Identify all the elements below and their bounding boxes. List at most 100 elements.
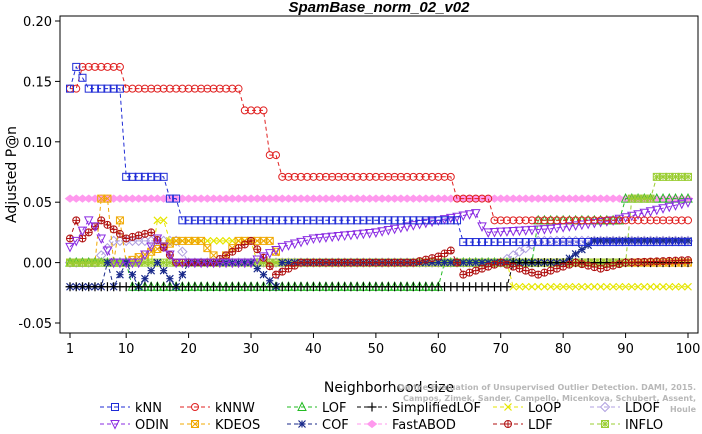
data-point [571,249,580,258]
data-point [240,258,249,267]
data-point [652,216,661,225]
data-point [671,282,680,291]
data-point [197,216,206,225]
data-point [284,258,293,267]
data-point [390,172,399,181]
data-point [90,84,99,93]
data-point [153,84,162,93]
legend-marker [504,403,512,411]
data-point [278,172,287,181]
data-point [496,216,505,225]
data-point [315,172,324,181]
data-point [595,218,606,228]
data-point [333,232,344,242]
data-point [284,172,293,181]
data-point [165,274,174,283]
data-point [134,84,143,93]
legend-item-ldof: LDOF [590,401,660,416]
data-point [446,246,455,255]
data-point [609,236,618,245]
data-point [570,221,581,232]
data-point [552,216,561,225]
data-point [534,282,543,291]
data-point [371,216,380,225]
data-point [247,216,256,225]
data-point [409,216,418,225]
data-point [665,238,674,247]
data-point [78,62,87,71]
data-point [577,238,586,247]
data-point [459,258,468,267]
data-point [465,194,474,203]
data-point [247,258,255,267]
data-point [296,216,305,225]
data-point [115,216,124,225]
data-point [71,236,82,247]
data-point [684,282,692,291]
data-point [127,258,138,269]
x-tick-label: 100 [676,342,701,357]
data-point [371,172,380,181]
data-point [222,236,230,245]
data-point [203,216,212,225]
data-point [271,246,281,256]
data-point [159,266,168,275]
legend-label: kNNW [215,401,255,416]
legend-item-ldf: LDF [493,418,553,433]
data-point [646,216,655,225]
data-point [171,258,181,269]
data-point [502,238,511,247]
data-point [471,194,480,203]
data-point [434,258,443,267]
data-point [484,258,493,267]
data-point [515,216,524,225]
data-point [658,204,668,214]
data-point [439,215,450,225]
data-point [378,172,387,181]
legend-item-inflo: INFLO [590,418,663,433]
data-point [66,84,74,93]
data-point [590,238,599,247]
data-point [147,228,156,237]
legend-marker [297,401,307,411]
data-point [121,258,131,269]
data-point [627,211,637,222]
data-point [339,231,350,242]
data-point [434,172,443,181]
data-point [228,216,237,225]
data-point [153,258,162,267]
data-point [178,84,187,93]
data-point [215,258,225,269]
data-point [565,282,574,291]
data-point [153,216,162,225]
data-point [377,227,387,237]
data-point [96,234,107,245]
data-point [247,106,256,115]
data-point [515,238,524,247]
data-point [265,151,274,160]
data-point [645,207,656,217]
data-point [571,238,580,247]
data-point [683,198,693,208]
data-point [83,216,94,226]
data-point [677,238,686,247]
data-point [640,238,649,247]
data-point [272,151,280,160]
data-point [446,216,455,225]
data-point [353,216,362,225]
data-point [115,229,124,238]
data-point [309,172,318,181]
data-point [453,194,462,203]
data-point [559,238,568,247]
data-point [440,172,449,181]
x-tick-label: 10 [118,342,135,357]
data-point [109,62,118,71]
legend-item-simplifiedlof: SimplifiedLOF [357,401,481,416]
data-point [259,270,268,279]
data-point [676,192,687,203]
data-point [314,233,325,244]
data-point [84,228,93,237]
data-point [664,202,675,213]
data-point [159,84,168,93]
